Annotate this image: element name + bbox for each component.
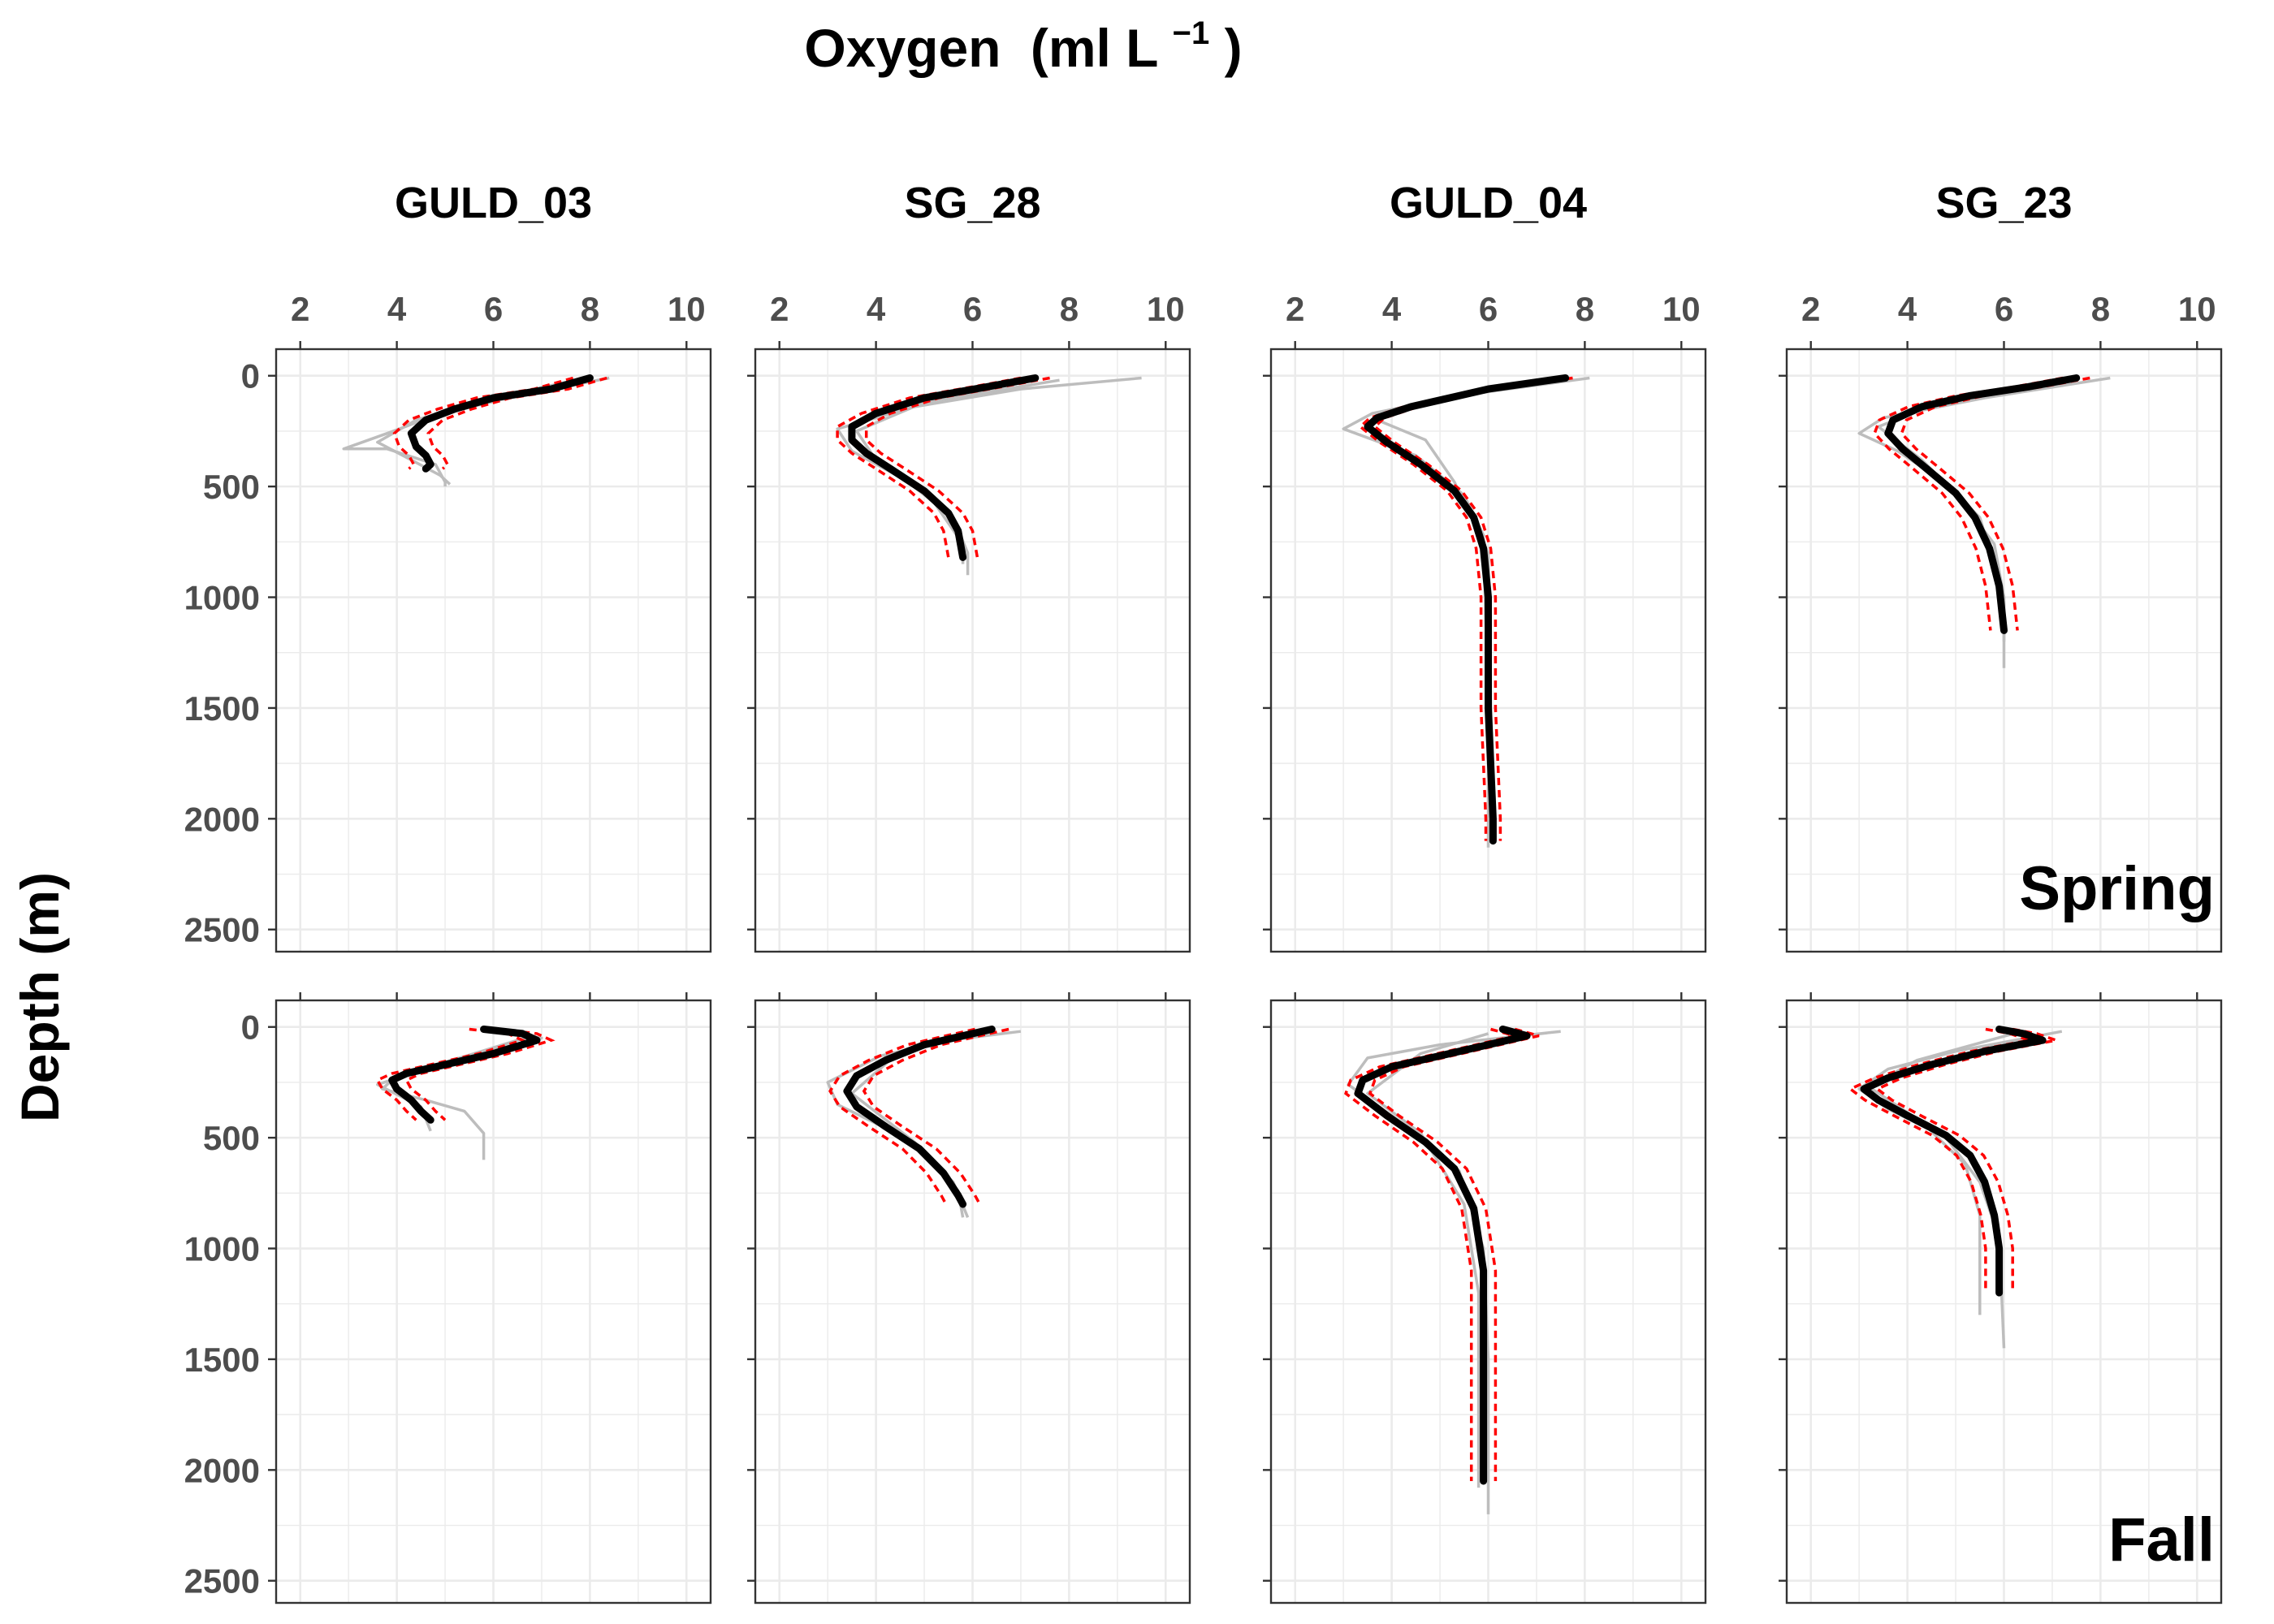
x-tick-label: 4 [387,290,407,328]
panel-guld_04-spring [1263,341,1707,953]
lower-confidence-line [392,376,574,470]
x-tick-label: 2 [291,290,309,328]
strip-label-sg_23: SG_23 [1935,179,2072,227]
lower-confidence-line [828,1027,975,1205]
y-tick-label: 500 [203,1119,260,1157]
strip-label-guld_03: GULD_03 [395,179,592,227]
mean-profile-line [407,374,594,473]
y-tick-label: 1500 [184,689,260,728]
mean-profile-line [388,1026,541,1124]
y-tick-label: 2000 [184,800,260,838]
x-tick-label: 4 [1382,290,1402,328]
upper-confidence-line [1900,376,2090,631]
figure-title-close: ) [1225,18,1243,78]
x-tick-label: 10 [2178,290,2216,328]
y-tick-label: 500 [203,468,260,506]
mean-profile-line [843,1026,996,1208]
mean-profile-line [1884,374,2081,634]
y-tick-label: 0 [241,1009,260,1047]
x-tick-label: 8 [1576,290,1594,328]
y-tick-label: 2000 [184,1451,260,1489]
x-tick-label: 2 [1286,290,1304,328]
y-axis-label: Depth (m) [10,872,70,1122]
individual-profile-line [1366,1032,1489,1488]
x-tick-label: 2 [1801,290,1820,328]
x-tick-label: 6 [1479,290,1498,328]
upper-confidence-line [862,1027,1009,1205]
strip-label-guld_04: GULD_04 [1390,179,1587,227]
y-tick-label: 2500 [184,1562,260,1600]
mean-profile-line [1364,374,1570,845]
x-tick-label: 6 [484,290,503,328]
x-tick-label: 10 [668,290,706,328]
x-tick-label: 10 [1147,290,1185,328]
figure-title-main: Oxygen [804,18,1001,78]
y-tick-label: 2500 [184,911,260,949]
season-label-fall: Fall [2108,1505,2215,1574]
y-tick-label: 1000 [184,579,260,617]
panel-sg_28-fall [747,992,1191,1605]
panel-sg_23-fall: Fall [1779,992,2223,1605]
figure-title-superscript: −1 [1173,15,1210,51]
strip-label-sg_28: SG_28 [904,179,1040,227]
season-label-spring: Spring [2019,854,2215,923]
mean-profile-line [848,374,1040,561]
figure-title: Oxygen (ml L −1 ) [804,0,1242,78]
x-tick-label: 10 [1662,290,1701,328]
x-tick-label: 8 [2091,290,2110,328]
lower-confidence-line [375,1027,527,1121]
y-tick-label: 0 [241,357,260,395]
panels-layer: GULD_03 SG_28 GULD_04 SG_23 2 4 6 8 10 2 4 6 8 10 2 4 6 8… [184,179,2223,1605]
y-tick-label: 1000 [184,1230,260,1268]
figure-title-unit: (ml L [1031,18,1157,78]
panel-guld_03-spring: 0 500 1000 1500 2000 2500 [184,341,712,953]
upper-confidence-line [426,376,607,470]
panel-sg_23-spring: Spring [1779,341,2223,953]
lower-confidence-line [1344,1027,1515,1481]
upper-confidence-line [1368,1027,1540,1481]
mean-profile-line [1860,1026,2047,1297]
x-tick-label: 6 [1995,290,2013,328]
x-tick-label: 8 [1060,290,1079,328]
panel-guld_04-fall [1263,992,1707,1605]
x-tick-label: 4 [867,290,886,328]
panel-guld_03-fall: 0 500 1000 1500 2000 2500 [184,992,712,1605]
panel-sg_28-spring [747,341,1191,953]
x-tick-label: 6 [963,290,982,328]
x-tick-label: 2 [770,290,789,328]
x-tick-label: 4 [1898,290,1917,328]
x-tick-label: 8 [581,290,599,328]
y-tick-label: 1500 [184,1341,260,1379]
lower-confidence-line [1873,376,2064,631]
mean-profile-line [1354,1026,1531,1485]
